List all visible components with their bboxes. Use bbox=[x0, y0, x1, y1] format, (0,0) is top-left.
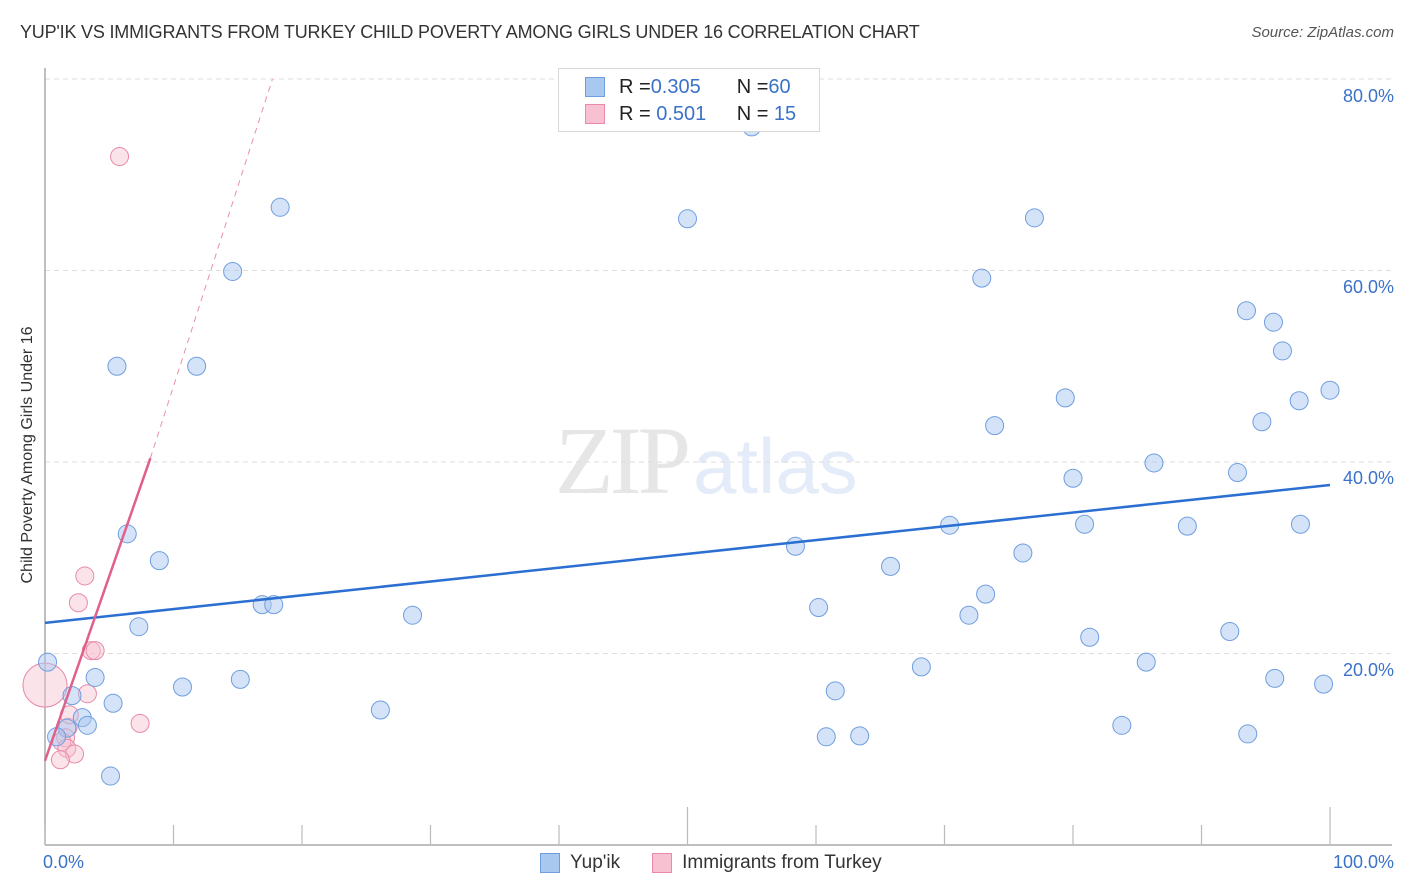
yupik-data-point bbox=[1252, 412, 1272, 432]
n-label: N = bbox=[736, 75, 769, 98]
yupik-data-point bbox=[129, 617, 149, 637]
n-value: 60 bbox=[768, 75, 791, 98]
yupik-data-point bbox=[264, 595, 284, 615]
y-tick-80: 80.0% bbox=[1342, 86, 1394, 106]
chart-title: YUP'IK VS IMMIGRANTS FROM TURKEY CHILD P… bbox=[20, 22, 920, 42]
yupik-data-point bbox=[1289, 391, 1309, 411]
yupik-data-point bbox=[172, 677, 192, 697]
legend-label-yupik: Yup'ik bbox=[570, 852, 621, 873]
turkey-legend-icon bbox=[652, 853, 673, 873]
yupik-data-point bbox=[1024, 208, 1044, 228]
yupik-data-point bbox=[149, 551, 169, 571]
yupik-data-point bbox=[370, 700, 390, 720]
turkey-trend-line bbox=[43, 457, 152, 762]
yupik-data-point bbox=[1144, 453, 1164, 473]
yupik-data-point bbox=[850, 726, 870, 746]
yupik-data-point bbox=[77, 715, 97, 735]
yupik-data-point bbox=[1238, 724, 1258, 744]
yupik-legend-icon bbox=[540, 853, 560, 873]
yupik-data-point bbox=[816, 727, 836, 747]
yupik-data-point bbox=[678, 209, 697, 229]
yupik-data-point bbox=[1136, 652, 1156, 672]
yupik-data-point bbox=[1063, 468, 1083, 488]
yupik-data-point bbox=[103, 693, 123, 713]
yupik-data-point bbox=[1272, 341, 1292, 361]
yupik-data-point bbox=[1263, 312, 1283, 332]
y-tick-20: 20.0% bbox=[1342, 660, 1394, 680]
turkey-data-point bbox=[85, 641, 105, 661]
legend-row-turkey: R = 0.501 N = 15 bbox=[585, 101, 796, 127]
yupik-data-point bbox=[101, 766, 121, 786]
yupik-data-point bbox=[1013, 543, 1033, 563]
yupik-data-point bbox=[1055, 388, 1075, 408]
y-axis-label: Child Poverty Among Girls Under 16 bbox=[19, 326, 36, 584]
yupik-data-point bbox=[881, 556, 901, 576]
yupik-data-point bbox=[1265, 668, 1285, 688]
watermark-zip: ZIP bbox=[555, 407, 691, 514]
yupik-data-point bbox=[972, 268, 992, 288]
n-label: N = bbox=[736, 102, 769, 125]
yupik-data-point bbox=[1236, 301, 1256, 321]
yupik-trend-line bbox=[44, 483, 1331, 625]
turkey-data-point bbox=[75, 566, 95, 586]
x-tick-0: 0.0% bbox=[43, 852, 85, 872]
turkey-trend-extension bbox=[149, 78, 273, 459]
yupik-data-point bbox=[1220, 621, 1240, 641]
legend-label-turkey: Immigrants from Turkey bbox=[682, 852, 882, 873]
yupik-data-point bbox=[809, 598, 829, 618]
yupik-data-point bbox=[403, 605, 423, 625]
yupik-data-point bbox=[85, 667, 105, 687]
r-value: 0.305 bbox=[650, 75, 701, 98]
yupik-swatch-icon bbox=[585, 77, 605, 97]
yupik-data-point bbox=[1075, 514, 1095, 534]
yupik-data-point bbox=[911, 657, 931, 677]
correlation-legend: R = 0.305 N = 60 R = 0.501 N = 15 bbox=[558, 68, 820, 132]
legend-row-yupik: R = 0.305 N = 60 bbox=[585, 74, 791, 100]
yupik-data-point bbox=[1290, 514, 1310, 534]
yupik-data-point bbox=[107, 356, 127, 376]
n-value: 15 bbox=[768, 102, 797, 125]
yupik-data-point bbox=[985, 416, 1005, 436]
yupik-data-point bbox=[230, 669, 250, 689]
turkey-data-point bbox=[68, 593, 88, 613]
yupik-data-point bbox=[1080, 627, 1100, 647]
turkey-data-point bbox=[130, 713, 150, 733]
y-tick-60: 60.0% bbox=[1342, 277, 1394, 297]
r-label: R = bbox=[619, 102, 651, 125]
yupik-data-point bbox=[785, 536, 805, 556]
yupik-data-point bbox=[270, 197, 290, 217]
yupik-data-point bbox=[1320, 380, 1340, 400]
r-label: R = bbox=[619, 75, 651, 98]
y-tick-40: 40.0% bbox=[1342, 468, 1394, 488]
watermark-logo: ZIPatlas bbox=[555, 405, 858, 516]
watermark-atlas: atlas bbox=[693, 422, 858, 510]
yupik-data-point bbox=[187, 356, 207, 376]
yupik-data-point bbox=[1227, 463, 1247, 483]
yupik-data-point bbox=[38, 652, 58, 672]
yupik-data-point bbox=[1314, 674, 1334, 694]
legend-item-turkey[interactable]: Immigrants from Turkey bbox=[652, 852, 882, 874]
yupik-data-point bbox=[959, 605, 979, 625]
x-tick-100: 100.0% bbox=[1332, 852, 1394, 872]
turkey-swatch-icon bbox=[585, 104, 605, 124]
series-legend: Yup'ik Immigrants from Turkey bbox=[540, 852, 914, 874]
r-value: 0.501 bbox=[650, 102, 707, 125]
yupik-data-point bbox=[825, 681, 845, 701]
yupik-data-point bbox=[1112, 715, 1132, 735]
yupik-data-point bbox=[223, 261, 243, 281]
source-label: Source: ZipAtlas.com bbox=[1251, 24, 1394, 41]
legend-item-yupik[interactable]: Yup'ik bbox=[540, 852, 620, 874]
yupik-data-point bbox=[976, 584, 996, 604]
turkey-data-point bbox=[110, 147, 130, 167]
turkey-data-point bbox=[50, 750, 70, 770]
turkey-data-point bbox=[65, 744, 85, 764]
yupik-data-point bbox=[1177, 516, 1197, 536]
